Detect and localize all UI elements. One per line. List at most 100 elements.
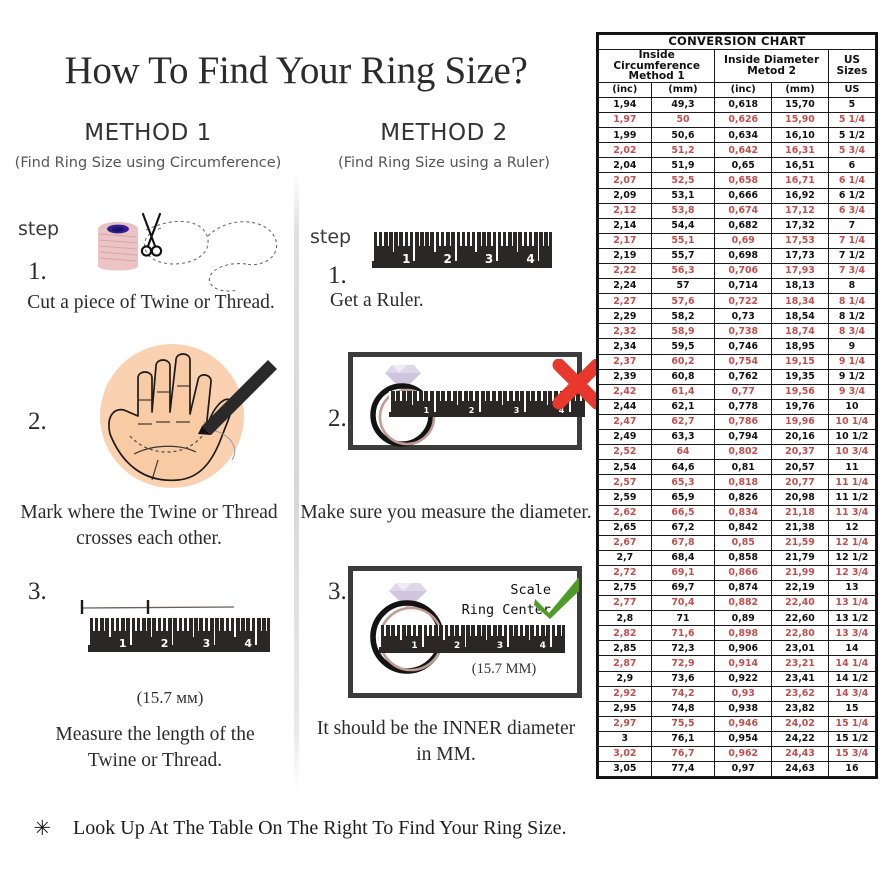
cell-mm: 53,1	[650, 187, 716, 204]
cell-mm: 49,3	[650, 96, 716, 114]
table-row: 2,54 64,6 0,81 20,57 11	[598, 459, 877, 476]
method-2-step-1-number: 1.	[328, 262, 347, 289]
unit-header-0: (inc)	[598, 81, 652, 98]
cell-US: 15	[827, 700, 877, 717]
cell-inc: 0,866	[714, 564, 773, 581]
ruler-label-4: 4	[526, 251, 535, 266]
cell-US: 11	[827, 459, 877, 476]
cell-inc: 0,946	[714, 715, 773, 732]
cell-US: 7 3/4	[827, 262, 877, 280]
table-body: 1,94 49,3 0,618 15,70 5 1,97 50 0,626 15,90 5 1/4…	[598, 96, 877, 778]
cell-US: 10	[827, 398, 877, 415]
table-row: 2,32 58,9 0,738 18,74 8 3/4	[598, 323, 877, 340]
cell-inc: 2,34	[598, 338, 652, 355]
cell-US: 9 1/2	[827, 368, 877, 385]
method-2-header: METHOD 2 (Find Ring Size using a Ruler)	[296, 120, 592, 171]
cell-inc: 3	[598, 730, 652, 748]
method-2-step-3-caption: It should be the INNER diameter in MM.	[300, 716, 592, 767]
table-row: 1,94 49,3 0,618 15,70 5	[598, 96, 877, 114]
cell-US: 5 1/4	[827, 112, 877, 129]
cell-mm: 16,71	[771, 172, 829, 189]
cell-inc: 0,626	[714, 112, 773, 129]
cell-US: 13 1/4	[827, 595, 877, 612]
cell-US: 13 1/2	[827, 610, 877, 627]
cell-inc: 0,73	[714, 308, 773, 325]
table-row: 2,19 55,7 0,698 17,73 7 1/2	[598, 247, 877, 265]
table-row: 2,52 64 0,802 20,37 10 3/4	[598, 444, 877, 461]
ruler-label-1: 1	[423, 406, 430, 416]
cell-US: 15 1/4	[827, 715, 877, 732]
cell-inc: 0,882	[714, 595, 773, 612]
cell-inc: 0,874	[714, 579, 773, 597]
cell-US: 8 1/4	[827, 293, 877, 310]
cell-mm: 73,6	[650, 670, 716, 687]
cell-mm: 23,62	[771, 685, 829, 702]
ruler-label-2: 2	[454, 641, 461, 652]
cell-mm: 71,6	[650, 625, 716, 642]
cell-US: 11 1/2	[827, 489, 877, 506]
instructions-panel: How To Find Your Ring Size? METHOD 1 (Fi…	[10, 49, 604, 840]
cell-mm: 72,3	[650, 640, 716, 657]
table-row: 2,22 56,3 0,706 17,93 7 3/4	[598, 262, 877, 280]
asterisk-icon: ✳	[33, 816, 52, 840]
cell-inc: 2,49	[598, 429, 652, 446]
cell-inc: 0,922	[714, 670, 773, 687]
cell-US: 7	[827, 217, 877, 234]
cell-inc: 0,834	[714, 504, 773, 521]
table-row: 2,72 69,1 0,866 21,99 12 3/4	[598, 564, 877, 581]
cell-inc: 0,658	[714, 172, 773, 189]
table-row: 2,57 65,3 0,818 20,77 11 1/4	[598, 474, 877, 491]
method-1-step-2-number: 2.	[28, 408, 47, 435]
method-1-step-3-number: 3.	[28, 578, 47, 605]
table-head: CONVERSION CHART Inside Circumference Met…	[597, 33, 877, 98]
table-row: 2,95 74,8 0,938 23,82 15	[598, 700, 877, 717]
cell-mm: 23,82	[771, 700, 829, 717]
cell-inc: 2,67	[598, 534, 652, 551]
cell-mm: 19,35	[771, 368, 829, 385]
cell-mm: 16,51	[771, 157, 829, 174]
method-1-step-3-caption: Measure the length of the Twine or Threa…	[40, 722, 270, 773]
cell-mm: 57,6	[650, 293, 716, 310]
cell-mm: 50	[650, 112, 716, 129]
ruler-label-2: 2	[443, 251, 452, 266]
table-row: 2,34 59,5 0,746 18,95 9	[598, 338, 877, 355]
table-row: 2,12 53,8 0,674 17,12 6 3/4	[598, 202, 877, 219]
cell-mm: 53,8	[650, 202, 716, 219]
cell-US: 6	[827, 157, 877, 174]
table-row: 1,97 50 0,626 15,90 5 1/4	[598, 112, 877, 129]
footer-note: ✳ Look Up At The Table On The Right To Fi…	[0, 816, 600, 841]
cell-inc: 2,82	[598, 625, 652, 642]
caption-line-2: crosses each other.	[76, 527, 222, 549]
cell-mm: 56,3	[650, 262, 716, 280]
table-row: 1,99 50,6 0,634 16,10 5 1/2	[598, 127, 877, 144]
ruler-label-4: 4	[539, 641, 546, 652]
cell-inc: 1,94	[598, 96, 652, 114]
cell-inc: 2,97	[598, 715, 652, 732]
caption-line-1: It should be the INNER diameter	[316, 718, 576, 739]
cell-US: 14	[827, 640, 877, 657]
table-row: 2,29 58,2 0,73 18,54 8 1/2	[598, 308, 877, 325]
cell-inc: 2,77	[598, 595, 652, 612]
method-2-step-3-measurement: (15.7 MM)	[471, 661, 537, 677]
cell-mm: 15,90	[771, 112, 829, 129]
ruler-label-1: 1	[118, 636, 127, 650]
cell-US: 11 3/4	[827, 504, 877, 521]
cell-mm: 19,56	[771, 383, 829, 400]
ruler-label-4: 4	[558, 406, 565, 416]
correct-check-icon	[534, 577, 579, 619]
method-1-step-2-caption: Mark where the Twine or Thread crosses e…	[10, 500, 288, 551]
cell-inc: 0,674	[714, 202, 773, 219]
ruler-label-2: 2	[468, 406, 475, 416]
cell-mm: 51,9	[650, 157, 716, 174]
cell-US: 11 1/4	[827, 474, 877, 491]
cell-mm: 17,32	[771, 217, 829, 234]
scale-ring-center-label: Scale Ring Center	[447, 581, 551, 620]
cell-mm: 18,74	[771, 323, 829, 340]
cell-inc: 2,75	[598, 579, 652, 597]
cell-inc: 2,27	[598, 293, 652, 310]
method-1-title: METHOD 1	[84, 120, 212, 146]
cell-inc: 0,97	[714, 761, 773, 778]
cell-mm: 60,8	[650, 368, 716, 385]
cell-inc: 2,54	[598, 459, 652, 476]
table-row: 2,62 66,5 0,834 21,18 11 3/4	[598, 504, 877, 521]
